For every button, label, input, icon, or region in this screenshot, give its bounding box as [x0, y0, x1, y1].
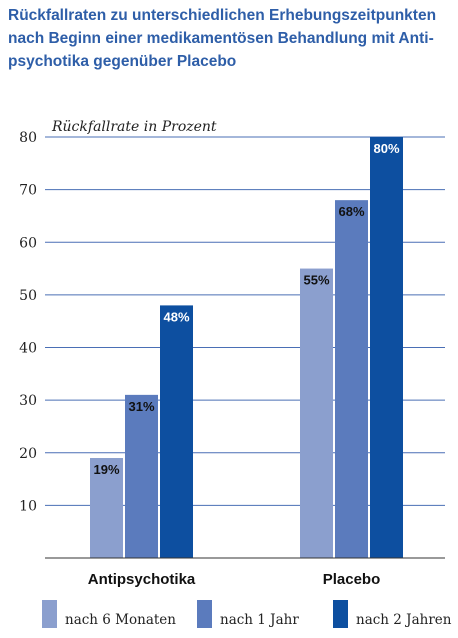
- data-label-antipsychotika-nach-1-jahr: 31%: [128, 399, 154, 414]
- legend-swatch-nach-1-jahr: [197, 600, 212, 628]
- chart-title-line-3: psychotika gegenüber Placebo: [8, 53, 236, 70]
- legend: nach 6 Monaten nach 1 Jahr nach 2 Jahren: [42, 600, 452, 628]
- bar-antipsychotika-nach-6-monaten: [90, 458, 123, 558]
- legend-swatch-nach-6-monaten: [42, 600, 57, 628]
- data-label-placebo-nach-2-jahren: 80%: [373, 141, 399, 156]
- y-tick-label-50: 50: [19, 288, 37, 304]
- bar-placebo-nach-1-jahr: [335, 200, 368, 558]
- y-tick-label-80: 80: [19, 130, 37, 146]
- y-tick-label-30: 30: [19, 393, 37, 409]
- bar-placebo-nach-2-jahren: [370, 137, 403, 558]
- y-tick-label-40: 40: [19, 341, 37, 357]
- category-label-antipsychotika: Antipsychotika: [88, 571, 196, 588]
- legend-swatch-nach-2-jahren: [333, 600, 348, 628]
- y-tick-label-70: 70: [19, 183, 37, 199]
- y-tick-label-60: 60: [19, 235, 37, 251]
- bar-placebo-nach-6-monaten: [300, 268, 333, 558]
- category-label-placebo: Placebo: [323, 571, 381, 588]
- data-label-antipsychotika-nach-6-monaten: 19%: [93, 462, 119, 477]
- legend-label-nach-2-jahren: nach 2 Jahren: [356, 612, 452, 628]
- gridlines: [45, 136, 445, 506]
- bar-antipsychotika-nach-2-jahren: [160, 305, 193, 558]
- y-axis-label: Rückfallrate in Prozent: [51, 119, 217, 135]
- y-tick-label-10: 10: [19, 498, 37, 514]
- legend-label-nach-6-monaten: nach 6 Monaten: [65, 612, 176, 628]
- bar-antipsychotika-nach-1-jahr: [125, 394, 158, 558]
- chart-title-line-2: nach Beginn einer medikamentösen Behandl…: [8, 30, 434, 47]
- category-labels: Antipsychotika Placebo: [88, 571, 381, 588]
- chart-title: Rückfallraten zu unterschiedlichen Erheb…: [8, 7, 436, 70]
- bars: 19% 31% 48% 55% 68% 80%: [90, 137, 403, 558]
- legend-label-nach-1-jahr: nach 1 Jahr: [220, 612, 299, 628]
- data-label-placebo-nach-1-jahr: 68%: [338, 204, 364, 219]
- data-label-placebo-nach-6-monaten: 55%: [303, 273, 329, 288]
- chart-title-line-1: Rückfallraten zu unterschiedlichen Erheb…: [8, 7, 436, 24]
- data-label-antipsychotika-nach-2-jahren: 48%: [163, 309, 189, 324]
- y-tick-labels: 10 20 30 40 50 60 70 80: [19, 130, 37, 514]
- y-tick-label-20: 20: [19, 446, 37, 462]
